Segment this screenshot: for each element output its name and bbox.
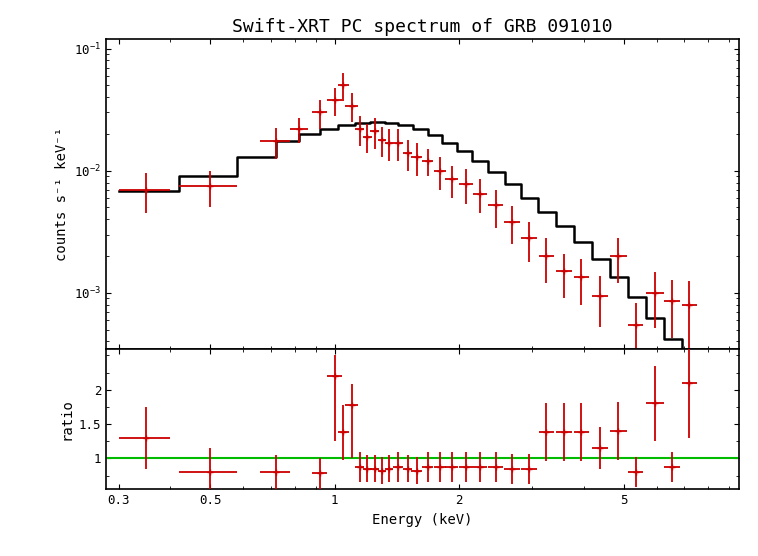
- Y-axis label: ratio: ratio: [59, 398, 74, 440]
- X-axis label: Energy (keV): Energy (keV): [372, 513, 473, 527]
- Y-axis label: counts s⁻¹ keV⁻¹: counts s⁻¹ keV⁻¹: [55, 127, 69, 261]
- Title: Swift-XRT PC spectrum of GRB 091010: Swift-XRT PC spectrum of GRB 091010: [232, 18, 613, 36]
